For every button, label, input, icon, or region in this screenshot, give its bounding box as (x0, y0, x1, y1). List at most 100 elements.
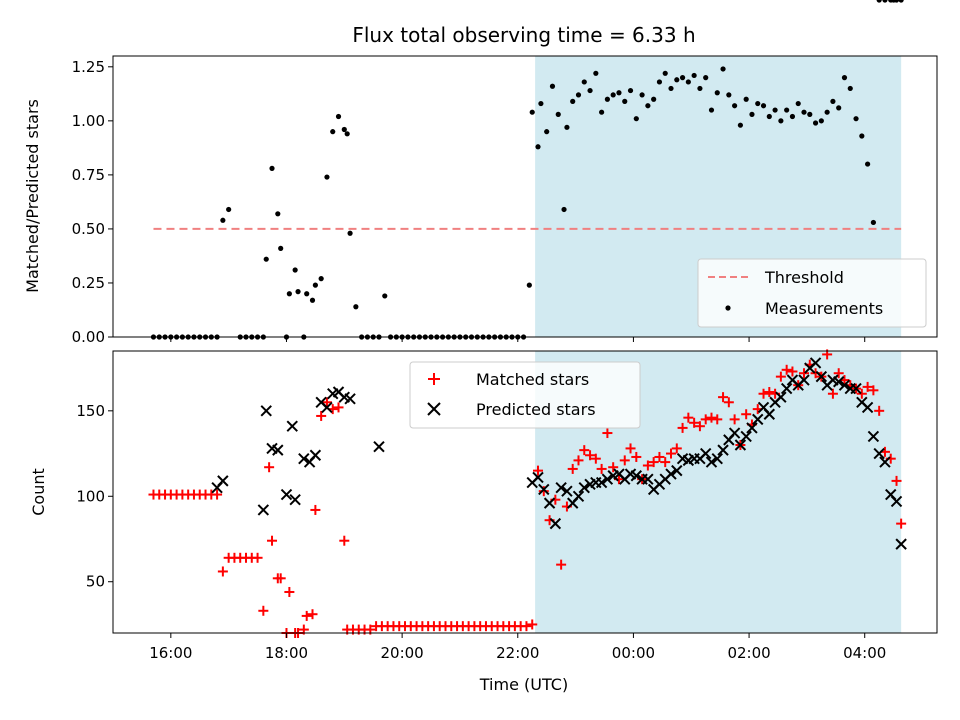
matched-star-point (642, 460, 653, 471)
predicted-star-point (699, 447, 712, 460)
ratio-panel-marks (150, 0, 904, 340)
measurement-point (309, 297, 316, 303)
matched-star-point (339, 535, 350, 546)
predicted-star-point (861, 401, 874, 414)
matched-star-point (267, 535, 278, 546)
matched-star-point (718, 392, 729, 403)
measurement-point (789, 113, 796, 120)
matched-star-point (264, 462, 275, 473)
measurement-point (766, 113, 772, 120)
predicted-star-point (867, 430, 880, 443)
predicted-star-point (895, 538, 907, 550)
matched-star-point (689, 417, 700, 428)
matched-star-point (316, 410, 327, 421)
ratio-panel-legend: Threshold Measurements (697, 258, 927, 328)
matched-star-point (896, 518, 907, 529)
predicted-star-point (832, 376, 845, 388)
matched-star-point (590, 453, 601, 464)
measurement-point (697, 85, 703, 92)
matched-star-point (602, 428, 613, 439)
matched-star-point (683, 412, 694, 423)
matched-star-point (579, 445, 590, 456)
matched-star-point (833, 368, 844, 379)
matched-star-point (764, 387, 775, 398)
predicted-star-point (578, 482, 590, 494)
matched-star-point (874, 405, 885, 416)
predicted-star-point (309, 449, 322, 461)
predicted-star-point (321, 401, 333, 414)
measurement-point (633, 116, 639, 122)
measurement-point (330, 129, 336, 135)
matched-star-point (212, 489, 223, 500)
measurements-legend-label: Measurements (765, 299, 883, 318)
matched-star-point (666, 448, 677, 459)
matched-star-point (556, 559, 567, 570)
y-tick-label: 0.25 (72, 274, 105, 292)
measurement-point (830, 98, 836, 104)
measurement-point (529, 109, 535, 115)
matched-legend-swatch (428, 373, 440, 385)
y-tick-label: 1.25 (72, 58, 105, 76)
matched-star-point (723, 397, 734, 408)
measurement-point (544, 129, 550, 135)
y-tick-label: 0.75 (72, 166, 105, 184)
count-panel-legend: Matched stars Predicted stars (409, 361, 641, 429)
ratio-panel-y-label: Matched/Predicted stars (23, 99, 42, 293)
matched-star-point (619, 455, 630, 466)
predicted-star-point (549, 517, 562, 530)
measurement-point (344, 131, 350, 137)
matched-star-point (741, 409, 752, 420)
y-tick-label: 0.00 (72, 328, 105, 346)
predicted-star-point (286, 420, 298, 432)
measurement-point (263, 256, 269, 262)
measurement-point (269, 165, 275, 171)
measurement-point (324, 174, 330, 180)
measurement-point (841, 75, 848, 81)
matched-star-point (694, 421, 705, 432)
measurement-point (604, 96, 611, 102)
predicted-star-point (890, 495, 903, 508)
predicted-legend-swatch (427, 402, 441, 416)
measurement-point (593, 70, 599, 76)
predicted-star-point (728, 427, 741, 439)
predicted-star-point (815, 370, 828, 383)
measurement-point (876, 0, 882, 3)
measurement-point (870, 219, 876, 226)
predicted-star-point (705, 456, 718, 468)
measurement-point (587, 87, 593, 94)
measurement-point (760, 103, 767, 109)
count-panel-frame (112, 350, 938, 634)
predicted-star-point (642, 473, 654, 485)
chart-title: Flux total observing time = 6.33 h (352, 23, 695, 47)
predicted-star-point (879, 456, 891, 468)
matched-star-point (533, 465, 544, 476)
measurement-point (679, 75, 686, 81)
measurement-point (610, 92, 616, 98)
predicted-star-point (595, 476, 608, 489)
predicted-star-point (280, 488, 293, 501)
predicted-star-point (838, 379, 851, 391)
measurement-point (737, 122, 743, 128)
measurement-point (353, 304, 359, 310)
predicted-star-point (746, 422, 758, 434)
x-tick-label: 02:00 (727, 644, 770, 662)
measurement-point (318, 276, 324, 282)
count-panel-marks (148, 349, 907, 638)
measurement-point (645, 103, 651, 109)
predicted-star-point (572, 490, 585, 502)
matched-star-point (567, 463, 578, 474)
measurement-point (691, 72, 697, 79)
predicted-star-point (752, 413, 764, 426)
measurement-point (801, 109, 807, 115)
matched-star-point (654, 451, 665, 462)
predicted-star-point (344, 393, 356, 405)
measurement-point (882, 0, 888, 3)
x-axis-label: Time (UTC) (479, 675, 568, 694)
matched-star-point (868, 385, 879, 396)
measurement-point (726, 92, 732, 98)
matched-star-point (671, 443, 682, 454)
matched-star-point (706, 412, 717, 423)
measurement-point (772, 107, 778, 113)
measurement-point (743, 96, 749, 102)
